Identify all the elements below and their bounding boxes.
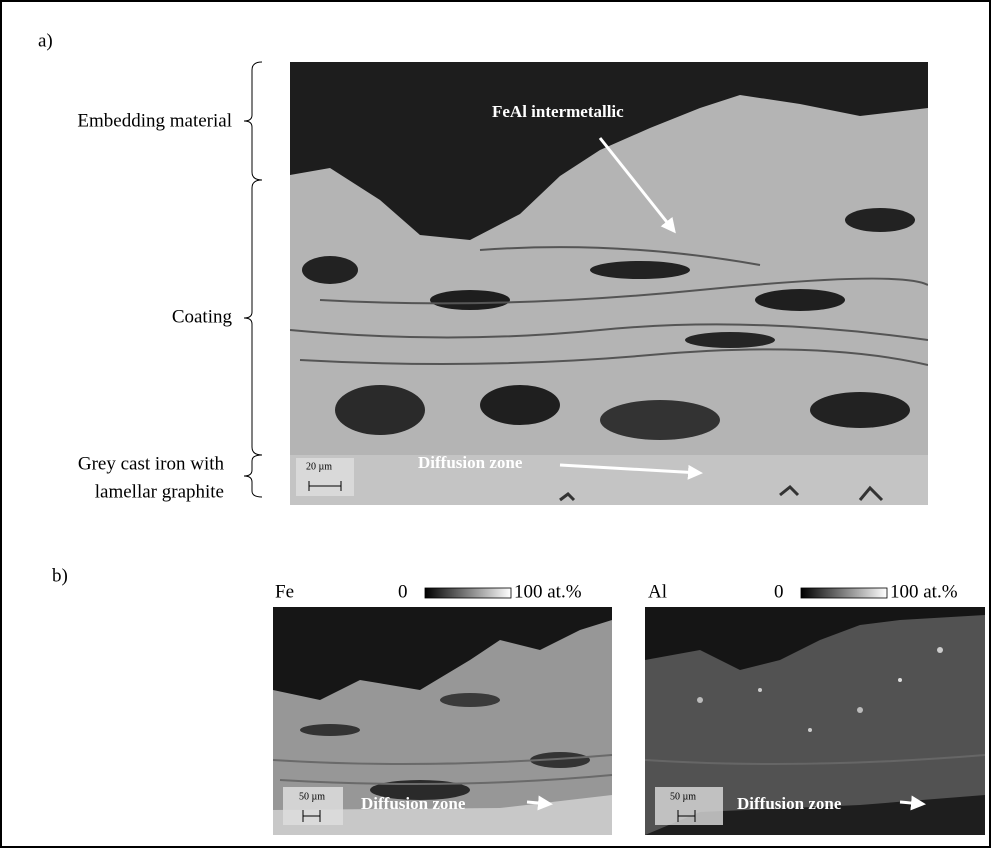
region-label: Embedding material — [77, 110, 232, 131]
region-label: lamellar graphite — [95, 481, 224, 502]
color-bar — [801, 588, 887, 598]
zone-annotation: Diffusion zone — [418, 453, 523, 472]
arrow — [527, 802, 550, 804]
scale-bar-label: 20 µm — [306, 461, 332, 472]
scale-bar-label: 50 µm — [670, 791, 696, 802]
region-label: Coating — [172, 306, 233, 327]
zone-annotation: Diffusion zone — [737, 794, 842, 813]
arrow — [900, 802, 923, 804]
scale-min: 0 — [774, 581, 784, 602]
scale-min: 0 — [398, 581, 408, 602]
color-bar — [425, 588, 511, 598]
scale-max: 100 at.% — [514, 581, 582, 602]
zone-annotation: Diffusion zone — [361, 794, 466, 813]
region-label: Grey cast iron with — [78, 453, 225, 474]
phase-annotation: FeAl intermetallic — [492, 102, 624, 121]
panel-label: a) — [38, 30, 53, 51]
micrograph-a — [290, 62, 928, 505]
figure: a) FeAl intermetallic Diffusion zone 20 … — [0, 0, 991, 848]
braces — [244, 62, 262, 497]
element-label: Al — [648, 581, 667, 602]
element-label: Fe — [275, 581, 294, 602]
panel-label: b) — [52, 565, 68, 586]
scale-max: 100 at.% — [890, 581, 958, 602]
scale-bar-label: 50 µm — [299, 791, 325, 802]
